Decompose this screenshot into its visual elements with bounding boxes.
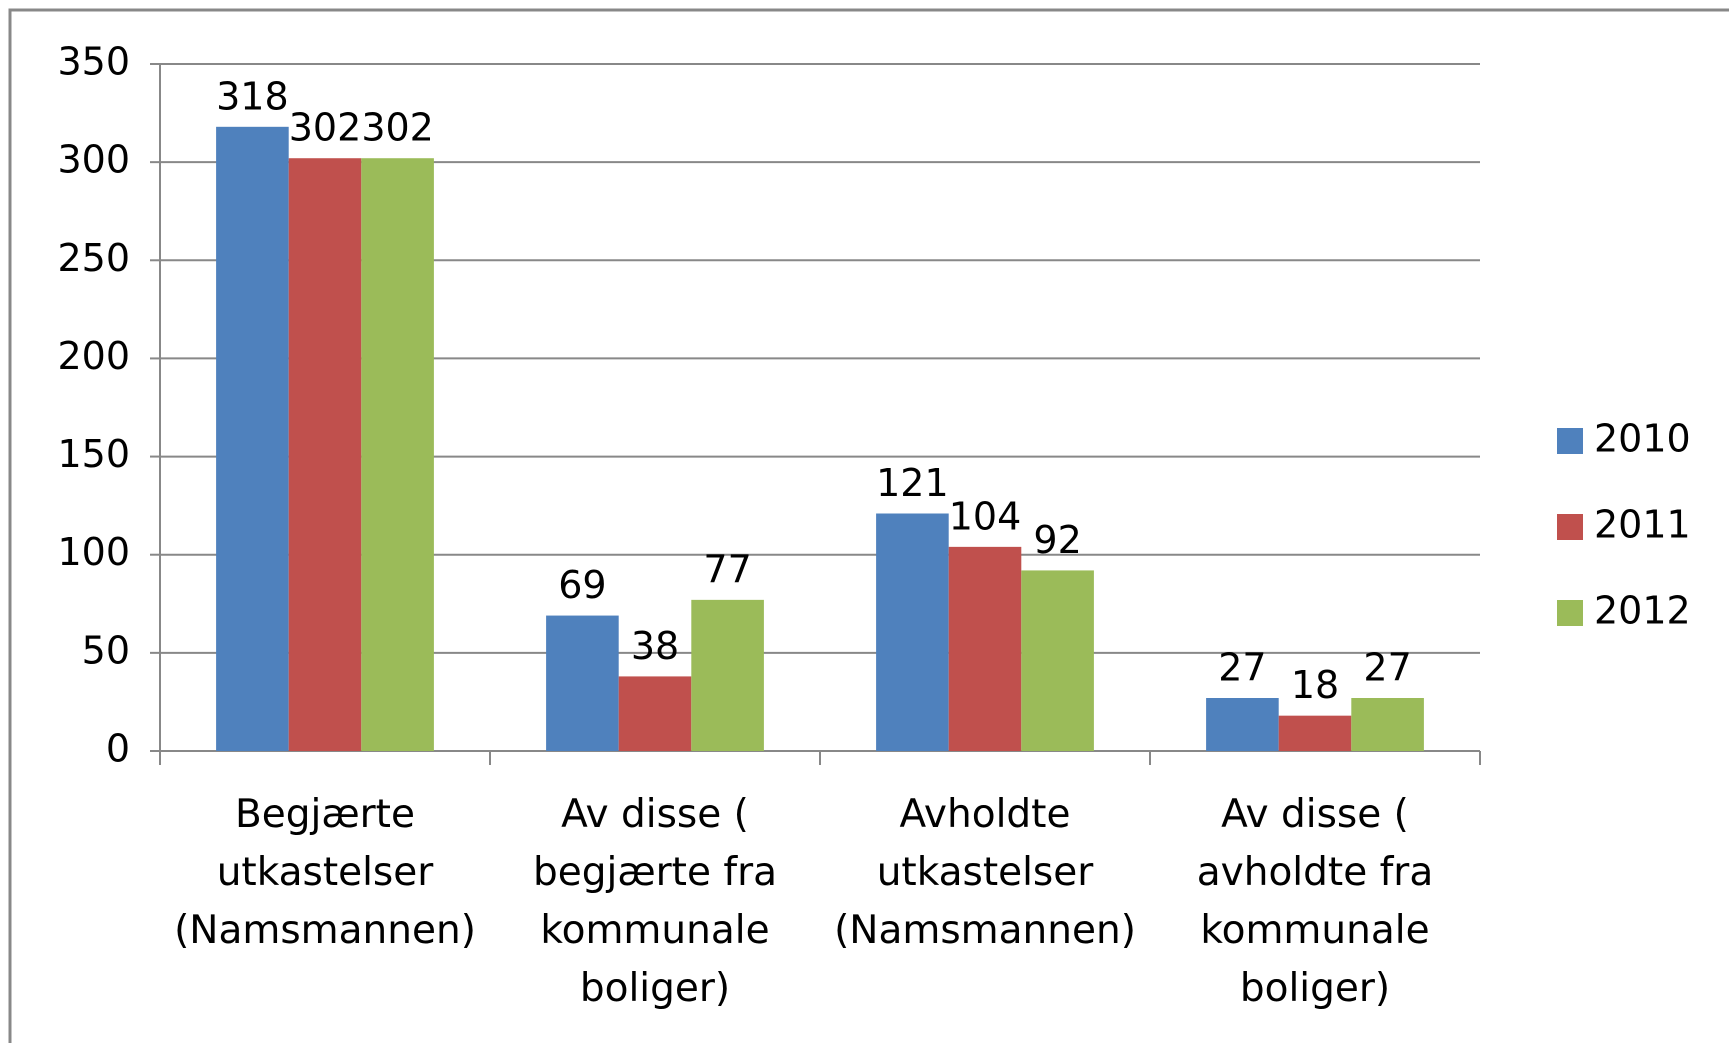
x-tick-label: Av disse ( begjærte fra kommunale bolige… [532,792,778,1011]
data-label: 92 [1033,518,1081,562]
bar [948,546,1022,751]
data-label: 77 [703,547,751,591]
data-label: 69 [558,563,606,607]
data-label: 302 [361,106,434,150]
y-tick-label: 100 [57,530,130,574]
data-label: 121 [876,461,949,505]
y-tick-label: 300 [57,138,130,182]
data-label: 104 [949,494,1022,538]
legend-label: 2010 [1594,417,1691,461]
bar [876,513,949,751]
x-tick-label: Avholdte utkastelser (Namsmannen) [834,792,1136,953]
bar [1278,715,1352,751]
legend-label: 2012 [1594,589,1691,633]
legend-swatch [1557,600,1583,626]
y-tick-label: 350 [57,40,130,84]
data-label: 18 [1291,663,1339,707]
bar [1351,698,1424,751]
bar [1021,570,1094,751]
y-tick-label: 0 [106,727,130,771]
bar [361,158,434,751]
data-label: 27 [1218,646,1266,690]
y-tick-label: 50 [82,628,130,672]
data-label: 27 [1363,646,1411,690]
data-label: 318 [216,74,289,118]
legend-swatch [1557,514,1583,540]
bar [288,158,362,751]
data-label: 38 [631,624,679,668]
bar [691,599,764,751]
bar [546,615,619,751]
y-tick-label: 250 [57,236,130,280]
bar [216,126,289,752]
data-label: 302 [289,106,362,150]
legend-label: 2011 [1594,503,1691,547]
legend-swatch [1557,428,1583,454]
bar [1206,698,1279,751]
bar [618,676,692,751]
x-tick-label: Begjærte utkastelser (Namsmannen) [174,792,476,953]
y-tick-label: 200 [57,334,130,378]
x-tick-label: Av disse ( avholdte fra kommunale bolige… [1196,792,1434,1011]
y-tick-label: 150 [57,432,130,476]
